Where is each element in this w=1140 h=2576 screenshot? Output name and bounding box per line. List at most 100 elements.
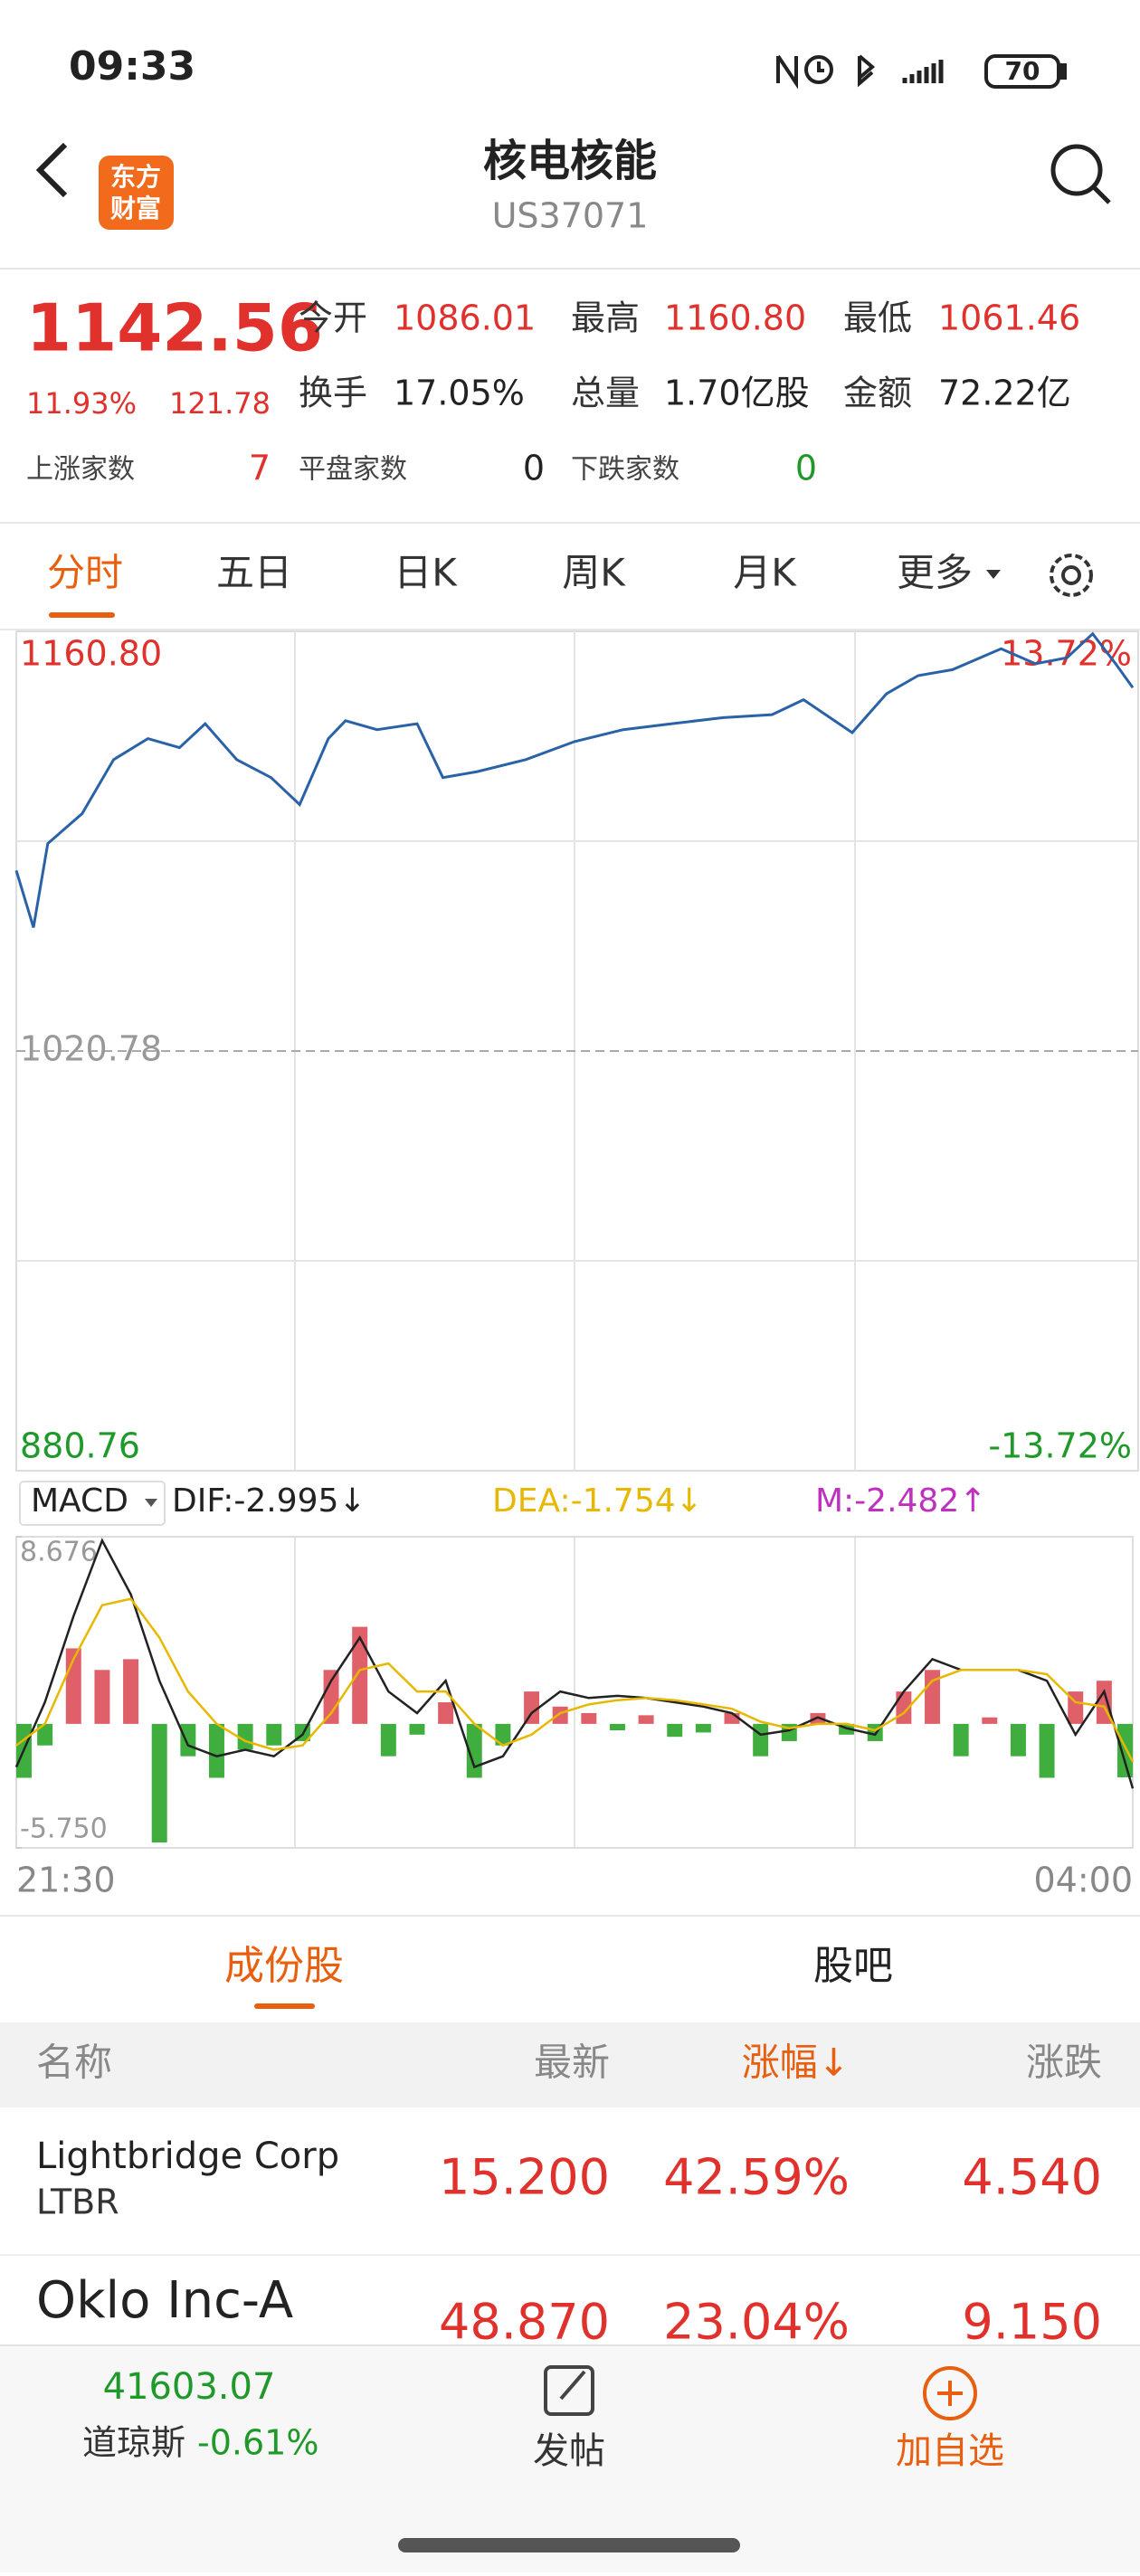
- more-arrow[interactable]: [986, 570, 1001, 579]
- index-change: -0.61%: [197, 2423, 318, 2463]
- post-button[interactable]: 发帖: [533, 2430, 605, 2472]
- macd-bar: [552, 1706, 568, 1724]
- indicator-select[interactable]: [19, 1481, 166, 1526]
- indicator-name: MACD: [31, 1482, 128, 1520]
- change: 9.150: [962, 2294, 1102, 2351]
- macd-bar: [180, 1723, 196, 1757]
- breadth-value: 0: [523, 449, 545, 488]
- list-tab[interactable]: 股吧: [813, 1943, 893, 1989]
- change-pct: 11.93%: [26, 386, 137, 421]
- chart-tab[interactable]: 分时: [47, 551, 123, 595]
- index-name: 道琼斯: [82, 2423, 185, 2463]
- chart-tab[interactable]: 五日: [216, 551, 292, 595]
- macd-bar: [1010, 1723, 1026, 1757]
- macd-bar: [495, 1723, 511, 1746]
- stock-code: LTBR: [36, 2183, 119, 2222]
- stat-value: 1061.46: [938, 298, 1080, 338]
- y2-tick-label: 13.72%: [1001, 634, 1132, 674]
- macd-bar: [352, 1626, 368, 1724]
- macd-bar: [953, 1723, 969, 1757]
- battery-level: 70: [1005, 56, 1040, 86]
- macd-bar: [753, 1723, 769, 1757]
- chart-tab[interactable]: 月K: [733, 551, 797, 595]
- macd-line: [15, 1597, 1135, 1763]
- y-tick-label: 880.76: [20, 1426, 140, 1466]
- macd-bar: [524, 1691, 540, 1724]
- change-pct: 42.59%: [663, 2149, 850, 2206]
- macd-bar: [123, 1659, 139, 1724]
- home-indicator[interactable]: [398, 2538, 740, 2552]
- macd-bar: [209, 1723, 224, 1778]
- macd-frame: [15, 1536, 1134, 1849]
- stat-label: 今开: [299, 298, 367, 338]
- logo[interactable]: [99, 156, 174, 230]
- back-icon[interactable]: [35, 142, 68, 198]
- macd-bar: [466, 1723, 482, 1778]
- macd-bar: [151, 1723, 167, 1843]
- macd-bar: [37, 1723, 53, 1746]
- column-header: 最新: [534, 2041, 610, 2085]
- macd-bar: [438, 1702, 454, 1724]
- stat-label: 换手: [299, 374, 367, 413]
- column-header: 名称: [36, 2041, 112, 2085]
- macd-bar: [982, 1717, 998, 1724]
- macd-bar: [266, 1723, 282, 1746]
- add-icon[interactable]: [923, 2366, 977, 2420]
- change: 121.78: [169, 386, 271, 421]
- macd-bar: [380, 1723, 396, 1757]
- stat-value: 1086.01: [394, 298, 536, 338]
- post-icon[interactable]: [544, 2365, 594, 2416]
- breadth-label: 平盘家数: [299, 454, 407, 486]
- stat-value: 1.70亿股: [664, 374, 810, 413]
- stat-value: 72.22亿: [938, 374, 1071, 413]
- stat-value: 17.05%: [394, 374, 525, 413]
- macd-bar: [323, 1670, 339, 1724]
- search-icon[interactable]: [1050, 144, 1111, 204]
- stat-label: 最低: [843, 298, 912, 338]
- breadth-label: 上涨家数: [26, 454, 135, 486]
- tab-underline: [49, 612, 115, 618]
- stat-value: 1160.80: [664, 298, 806, 338]
- legend-entry: M:-2.482↑: [815, 1482, 986, 1520]
- settings-icon[interactable]: [1050, 554, 1093, 597]
- stat-label: 金额: [843, 374, 912, 413]
- breadth-value: 7: [249, 449, 271, 488]
- chart-tab[interactable]: 更多: [897, 551, 973, 595]
- chart-tab[interactable]: 日K: [394, 551, 458, 595]
- stat-label: 最高: [571, 298, 640, 338]
- stock-name[interactable]: Oklo Inc-A: [36, 2271, 293, 2330]
- stock-code: US37071: [492, 196, 649, 236]
- add-button[interactable]: 加自选: [896, 2430, 1004, 2472]
- macd-bar: [724, 1712, 740, 1724]
- list-tab[interactable]: 成份股: [224, 1943, 344, 1989]
- status-icons: [776, 54, 1067, 90]
- change-pct: 23.04%: [663, 2294, 850, 2351]
- macd-line: [14, 1538, 1135, 1789]
- list-tab-underline: [254, 2003, 315, 2009]
- stock-name[interactable]: Lightbridge Corp: [36, 2136, 339, 2177]
- last-price: 15.200: [439, 2149, 610, 2206]
- page-title: 核电核能: [483, 136, 657, 186]
- chart-tab[interactable]: 周K: [562, 551, 626, 595]
- x-tick-label: 21:30: [16, 1861, 116, 1900]
- macd-bar: [638, 1715, 654, 1724]
- column-header[interactable]: 涨幅↓: [742, 2041, 850, 2085]
- last-price: 1142.56: [26, 290, 323, 366]
- y2-tick-label: -13.72%: [988, 1426, 1132, 1466]
- select-arrow: [145, 1499, 157, 1507]
- index-value: 41603.07: [103, 2366, 276, 2408]
- y-tick-label: -5.750: [20, 1814, 108, 1845]
- legend-entry: DIF:-2.995↓: [172, 1482, 366, 1520]
- macd-bar: [1117, 1723, 1133, 1778]
- logo-text: 财富: [110, 194, 161, 223]
- macd-bar: [1039, 1723, 1055, 1778]
- breadth-value: 0: [795, 449, 817, 488]
- macd-bar: [581, 1712, 597, 1724]
- breadth-label: 下跌家数: [571, 454, 679, 486]
- change: 4.540: [962, 2149, 1102, 2206]
- y-tick-label: 1020.78: [20, 1029, 162, 1069]
- price-line: [14, 631, 1135, 928]
- macd-bar: [609, 1723, 625, 1731]
